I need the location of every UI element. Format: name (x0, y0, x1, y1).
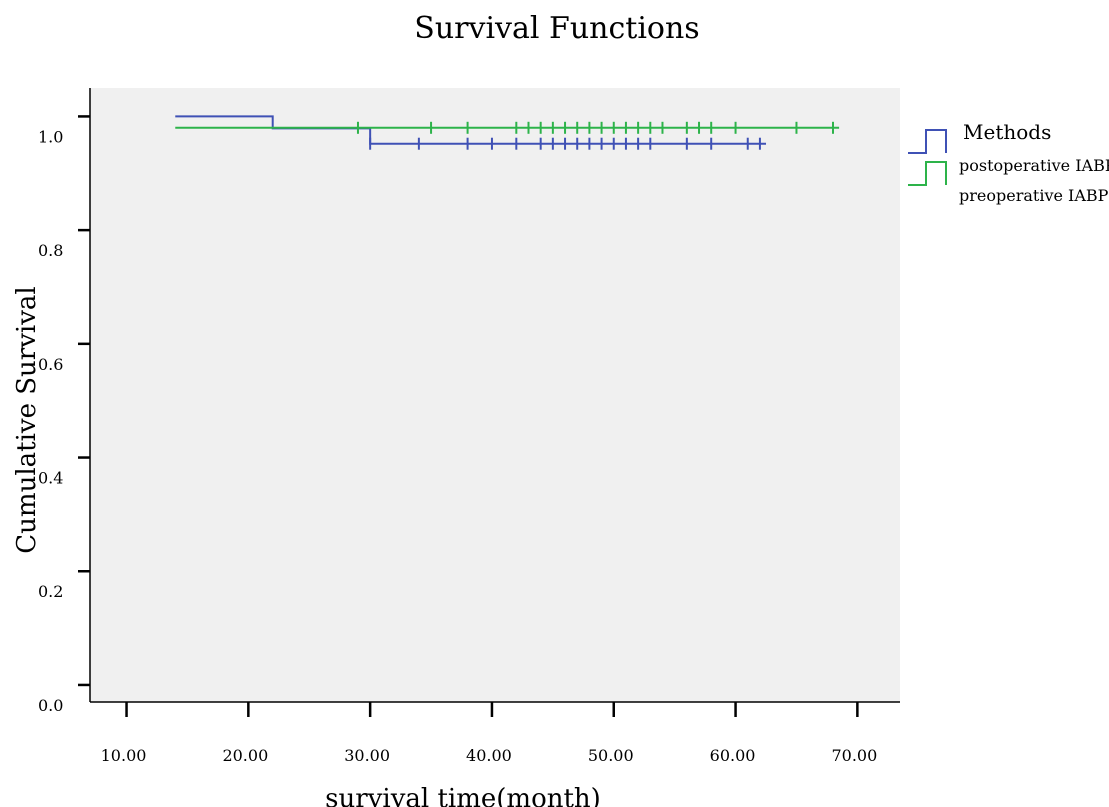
x-tick-label: 10.00 (101, 746, 147, 765)
legend: Methods postoperative IABP preoperative … (908, 120, 1109, 205)
y-axis-ticks: 0.0 0.2 0.4 0.6 0.8 1.0 (38, 115, 90, 715)
x-axis-label: survival time(month) (325, 784, 601, 807)
y-tick-label: 1.0 (38, 127, 63, 146)
x-tick-label: 60.00 (710, 746, 756, 765)
series-layer (175, 115, 840, 150)
y-tick-label: 0.8 (38, 241, 63, 260)
legend-title: Methods (963, 120, 1051, 144)
chart-title: Survival Functions (414, 11, 699, 46)
plot-area (90, 88, 900, 702)
y-axis-label: Cumulative Survival (12, 286, 42, 553)
legend-swatch-postoperative (908, 129, 947, 154)
legend-label-preoperative: preoperative IABP (959, 186, 1109, 205)
x-tick-label: 40.00 (466, 746, 512, 765)
x-tick-label: 70.00 (831, 746, 877, 765)
x-tick-label: 20.00 (222, 746, 268, 765)
legend-label-postoperative: postoperative IABP (959, 156, 1109, 175)
x-tick-label: 30.00 (344, 746, 390, 765)
x-axis-ticks: 10.00 20.00 30.00 40.00 50.00 60.00 70.00 (101, 702, 877, 765)
y-tick-label: 0.0 (38, 696, 63, 715)
y-tick-label: 0.4 (38, 469, 63, 488)
x-tick-label: 50.00 (588, 746, 634, 765)
legend-swatch-preoperative (908, 161, 947, 186)
y-tick-label: 0.6 (38, 355, 63, 374)
y-tick-label: 0.2 (38, 582, 63, 601)
